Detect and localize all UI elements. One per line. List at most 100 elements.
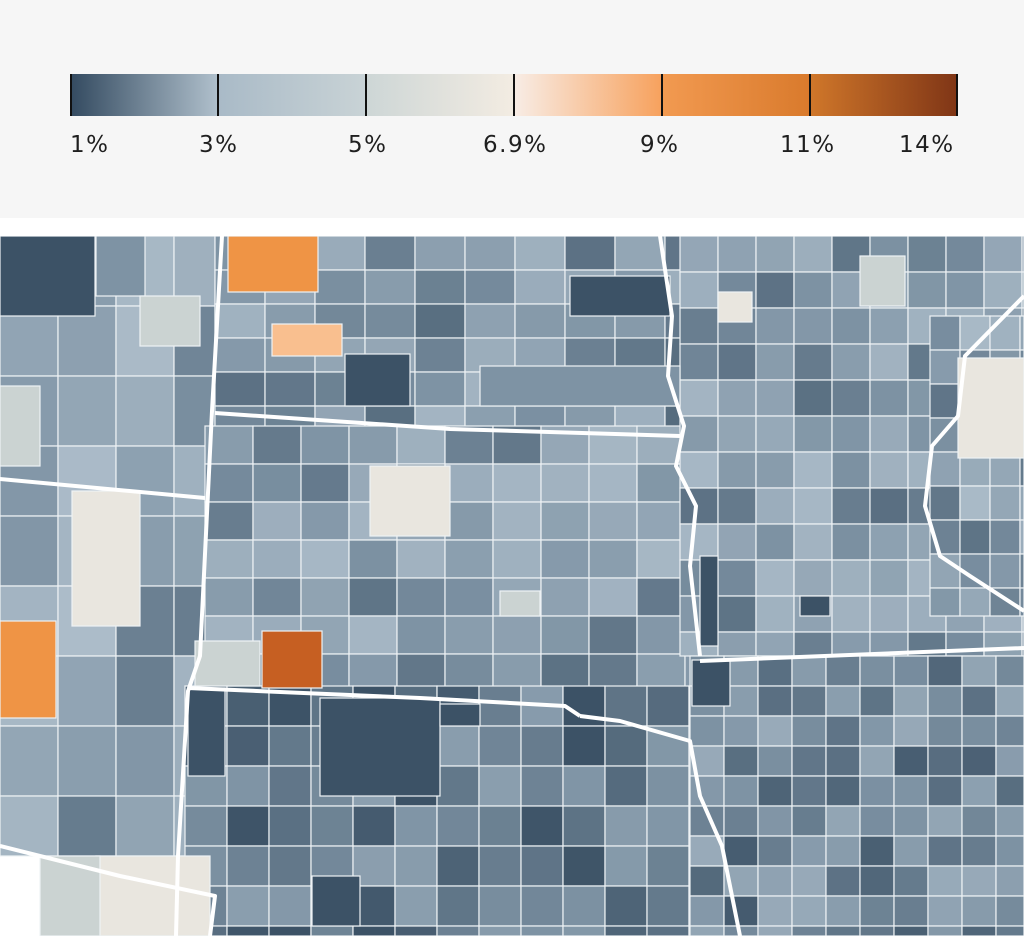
county: [679, 523, 719, 561]
county: [314, 236, 366, 271]
county: [791, 835, 827, 867]
county: [414, 337, 466, 373]
county: [264, 371, 316, 407]
county: [636, 577, 686, 617]
county: [300, 539, 350, 579]
county: [562, 885, 606, 927]
county: [414, 236, 466, 271]
county: [478, 765, 522, 807]
county: [478, 805, 522, 847]
county: [679, 379, 719, 417]
county: [755, 523, 795, 561]
county: [604, 925, 648, 936]
county: [204, 501, 254, 541]
county: [636, 615, 686, 655]
county-highlight: [187, 687, 226, 777]
county: [983, 271, 1023, 309]
county: [540, 463, 590, 503]
county: [226, 805, 270, 847]
county: [646, 845, 690, 887]
county: [893, 835, 929, 867]
county: [492, 463, 542, 503]
county: [825, 745, 861, 777]
county-highlight: [139, 295, 201, 347]
county-highlight: [439, 703, 481, 727]
county: [514, 269, 566, 305]
county: [791, 895, 827, 927]
county: [859, 745, 895, 777]
county: [414, 303, 466, 339]
county: [115, 375, 175, 447]
county: [831, 487, 871, 525]
county: [929, 383, 961, 419]
county: [793, 271, 833, 309]
legend-label-3pct: 3%: [199, 132, 239, 158]
legend-label-6-9pct: 6.9%: [483, 132, 548, 158]
county: [825, 805, 861, 837]
county: [604, 765, 648, 807]
legend-segment-1: [70, 74, 218, 116]
county: [492, 539, 542, 579]
county: [348, 615, 398, 655]
county: [364, 236, 416, 271]
county: [636, 653, 686, 692]
county: [757, 745, 793, 777]
county: [869, 415, 909, 453]
county: [588, 615, 638, 655]
county: [995, 895, 1024, 927]
county: [945, 236, 985, 273]
county: [300, 463, 350, 503]
county: [755, 236, 795, 273]
county: [604, 725, 648, 767]
county: [859, 775, 895, 807]
county: [859, 655, 895, 687]
county: [893, 745, 929, 777]
state-border: [0, 477, 206, 500]
county: [252, 577, 302, 617]
county: [893, 865, 929, 897]
county: [717, 631, 757, 657]
state-border: [579, 714, 742, 936]
county: [436, 725, 480, 767]
county: [226, 885, 270, 927]
county: [793, 415, 833, 453]
county: [755, 631, 795, 657]
county: [793, 523, 833, 561]
county: [929, 349, 961, 385]
county: [348, 653, 398, 692]
county: [893, 775, 929, 807]
county: [646, 765, 690, 807]
county: [679, 236, 719, 273]
legend-label-5pct: 5%: [348, 132, 388, 158]
county: [396, 539, 446, 579]
county: [348, 425, 398, 465]
county: [757, 895, 793, 927]
county: [929, 485, 961, 521]
county: [226, 725, 270, 767]
county: [679, 487, 719, 525]
county: [636, 501, 686, 541]
county: [588, 539, 638, 579]
county-highlight: [859, 255, 906, 307]
county: [723, 715, 759, 747]
county: [893, 925, 929, 936]
county: [831, 523, 871, 561]
county-highlight: [319, 697, 441, 797]
county: [755, 595, 795, 633]
county: [464, 236, 516, 271]
county: [755, 271, 795, 309]
county: [959, 519, 991, 555]
county: [464, 303, 516, 339]
county: [614, 236, 666, 271]
county: [929, 417, 961, 453]
county: [717, 487, 757, 525]
county: [1019, 315, 1024, 351]
county: [755, 451, 795, 489]
county: [927, 655, 963, 687]
county: [959, 587, 991, 617]
county: [995, 925, 1024, 936]
county: [793, 631, 833, 657]
legend-segment-5: [662, 74, 810, 116]
county: [268, 765, 312, 807]
county: [204, 463, 254, 503]
